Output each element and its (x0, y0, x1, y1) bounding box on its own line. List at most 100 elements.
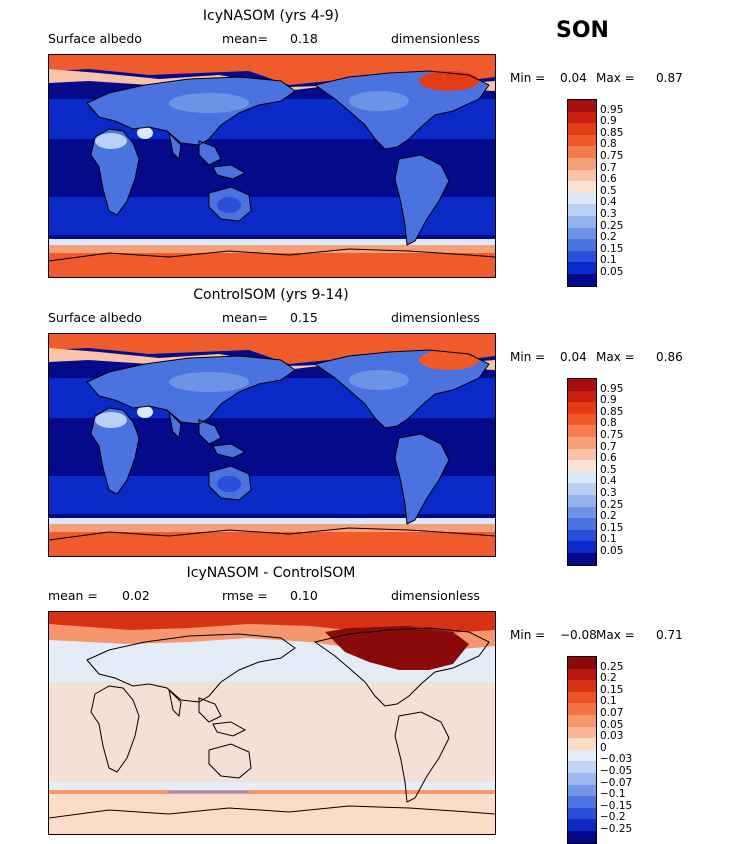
colorbar-segment (568, 227, 596, 240)
mid-label: mean= (222, 31, 268, 46)
colorbar-segment (568, 379, 596, 391)
colorbar-segment (568, 100, 596, 112)
colorbar-segment (568, 494, 596, 507)
colorbar-segment (568, 738, 596, 750)
colorbar-label: 0.15 (600, 683, 624, 696)
colorbar-label: 0.7 (600, 440, 617, 453)
colorbar-label: 0.3 (600, 487, 617, 499)
mid-label: mean= (222, 310, 268, 325)
colorbar-label: 0.2 (600, 672, 617, 685)
colorbar (567, 656, 597, 844)
max-label: Max = (596, 628, 635, 642)
colorbar-segment (568, 157, 596, 170)
colorbar-label: 0.03 (600, 730, 624, 743)
colorbar-segment (568, 518, 596, 530)
left-label: Surface albedo (48, 310, 142, 325)
max-value: 0.87 (656, 71, 683, 85)
panel-title: IcyNASOM (yrs 4-9) (202, 8, 340, 24)
colorbar-segment (568, 111, 596, 124)
colorbar-label: 0.15 (600, 242, 624, 255)
mid-value: 0.18 (290, 31, 318, 46)
colorbar-segment (568, 250, 596, 263)
max-value: 0.71 (656, 628, 683, 642)
colorbar-segment (568, 680, 596, 692)
colorbar-segment (568, 819, 596, 831)
colorbar-label: 0.6 (600, 452, 617, 465)
colorbar-label: 0.05 (600, 545, 624, 557)
colorbar-segment (568, 215, 596, 228)
colorbar-segment (568, 796, 596, 808)
colorbar-segment (568, 134, 596, 147)
colorbar-label: 0.2 (600, 231, 617, 244)
colorbar-label: −0.07 (600, 776, 633, 789)
colorbar-label: 0.07 (600, 707, 624, 719)
colorbar-label: −0.03 (600, 753, 633, 766)
colorbar-label: 0.25 (600, 660, 624, 673)
min-label: Min = (510, 628, 546, 642)
colorbar-segment (568, 471, 596, 484)
colorbar-segment (568, 506, 596, 519)
colorbar-segment (568, 123, 596, 135)
colorbar-label: −0.25 (600, 823, 633, 835)
map (48, 54, 496, 278)
min-label: Min = (510, 350, 546, 364)
colorbar-label: 0.25 (600, 219, 624, 232)
mid-label: rmse = (222, 588, 268, 603)
colorbar-label: 0.8 (600, 417, 617, 430)
map (48, 333, 496, 557)
left-value: 0.02 (122, 588, 150, 603)
colorbar-segment (568, 726, 596, 739)
min-label: Min = (510, 71, 546, 85)
colorbar-segment (568, 204, 596, 216)
map (48, 611, 496, 835)
colorbar-segment (568, 483, 596, 495)
colorbar-label: 0.6 (600, 173, 617, 186)
right-label: dimensionless (391, 588, 480, 603)
colorbar-segment (568, 390, 596, 403)
colorbar-segment (568, 239, 596, 251)
colorbar (567, 99, 597, 287)
colorbar-segment (568, 830, 596, 843)
colorbar-segment (568, 784, 596, 797)
colorbar-segment (568, 749, 596, 762)
colorbar-label: 0.5 (600, 184, 617, 197)
colorbar-label: 0.15 (600, 521, 624, 534)
left-label: mean = (48, 588, 98, 603)
max-value: 0.86 (656, 350, 683, 364)
max-label: Max = (596, 350, 635, 364)
colorbar-label: 0.4 (600, 475, 617, 488)
colorbar-segment (568, 146, 596, 158)
right-label: dimensionless (391, 310, 480, 325)
colorbar-label: 0.25 (600, 498, 624, 511)
colorbar-label: 0.2 (600, 510, 617, 523)
right-label: dimensionless (391, 31, 480, 46)
colorbar-label: 0.5 (600, 463, 617, 476)
colorbar-label: 0.1 (600, 695, 617, 708)
min-value: 0.04 (560, 350, 587, 364)
mid-value: 0.10 (290, 588, 318, 603)
colorbar-label: 0.85 (600, 405, 624, 418)
left-label: Surface albedo (48, 31, 142, 46)
max-label: Max = (596, 71, 635, 85)
colorbar-segment (568, 761, 596, 773)
colorbar-segment (568, 192, 596, 205)
colorbar-segment (568, 714, 596, 727)
colorbar-label: 0.95 (600, 103, 624, 116)
colorbar-segment (568, 413, 596, 426)
colorbar-label: 0.75 (600, 429, 624, 441)
colorbar-label: −0.05 (600, 765, 633, 777)
colorbar-segment (568, 541, 596, 553)
colorbar-segment (568, 460, 596, 472)
panel-title: IcyNASOM - ControlSOM (186, 565, 356, 581)
colorbar-label: 0.1 (600, 254, 617, 267)
colorbar-label: 0.75 (600, 150, 624, 162)
colorbar-label: 0.3 (600, 208, 617, 220)
colorbar-segment (568, 691, 596, 704)
colorbar-segment (568, 657, 596, 669)
colorbar-label: −0.15 (600, 799, 633, 812)
panel-title: ControlSOM (yrs 9-14) (193, 287, 349, 303)
colorbar-segment (568, 552, 596, 565)
colorbar-segment (568, 807, 596, 820)
colorbar-segment (568, 529, 596, 542)
colorbar-segment (568, 668, 596, 681)
